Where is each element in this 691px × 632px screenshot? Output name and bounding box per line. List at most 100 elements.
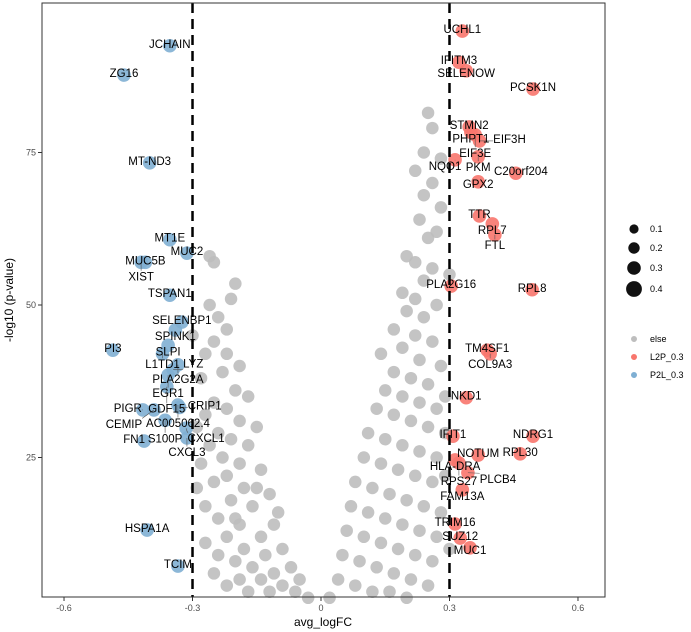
point-else (400, 591, 413, 605)
gene-label: STMN2 (450, 120, 489, 132)
point-else (289, 585, 302, 598)
point-else (224, 493, 238, 507)
point-else (430, 298, 443, 312)
gene-label: PI3 (104, 343, 121, 355)
point-else (199, 536, 212, 550)
color-legend-key (631, 354, 637, 360)
y-axis-label: -log10 (p-value) (2, 258, 16, 342)
gene-label: SELENOW (437, 68, 495, 80)
point-else (408, 548, 422, 562)
point-else (229, 554, 242, 568)
point-else (421, 579, 435, 592)
point-else (421, 378, 435, 391)
gene-label: GPX2 (463, 179, 494, 191)
point-MT-ND3 (142, 156, 157, 170)
gene-label: RPS27 (441, 476, 477, 488)
point-else (413, 213, 426, 226)
gene-label: SELENBP1 (152, 315, 211, 327)
point-else (374, 347, 388, 361)
point-else (241, 585, 255, 598)
gene-label: L1TD1 (145, 359, 180, 371)
point-else (408, 292, 422, 306)
point-else (421, 420, 435, 434)
gene-label: TSPAN1 (148, 288, 192, 300)
point-else (378, 384, 392, 397)
point-else (250, 420, 264, 434)
point-PCSK1N (526, 82, 540, 96)
point-else (233, 457, 246, 470)
gene-label: TCIM (164, 559, 192, 571)
point-else (263, 487, 276, 501)
point-else (211, 512, 225, 525)
point-else (211, 426, 225, 440)
point-SUZ12 (453, 531, 467, 545)
point-GPX2 (471, 174, 485, 189)
point-else (387, 323, 401, 336)
point-SELENOW (459, 63, 473, 78)
size-legend-label: 0.2 (650, 243, 663, 253)
point-else (383, 585, 396, 598)
y-tick-label: 50 (26, 300, 36, 310)
threshold-lines (191, 3, 451, 597)
point-else (207, 396, 221, 409)
point-else (194, 371, 208, 385)
label-leader-lines (140, 134, 496, 476)
point-else (396, 341, 409, 354)
point-else (246, 500, 259, 513)
x-axis-label: avg_logFC (294, 615, 352, 629)
point-else (404, 371, 418, 385)
point-else (207, 567, 221, 580)
point-else (254, 463, 268, 476)
point-else (349, 475, 362, 489)
point-else (224, 432, 238, 446)
gene-label: EGR1 (152, 388, 183, 400)
point-else (366, 481, 379, 495)
point-else (220, 402, 234, 415)
point-TSPAN1 (163, 288, 177, 303)
gene-label: FAM13A (440, 491, 484, 503)
point-else (254, 573, 268, 586)
point-else (203, 298, 216, 312)
gene-label: TM4SF1 (465, 343, 509, 355)
point-C20orf204 (509, 166, 523, 181)
x-tick-label: 0 (318, 603, 323, 613)
point-else (207, 256, 221, 269)
gene-label: RPL8 (518, 283, 547, 295)
gene-label: MUC5B (125, 255, 166, 267)
point-SPINK1 (168, 323, 183, 337)
gene-label: NQO1 (429, 161, 462, 173)
point-else (413, 445, 426, 458)
gene-label: HSPA1A (125, 523, 170, 535)
point-else (263, 585, 276, 598)
point-else (284, 561, 298, 574)
gene-label: PLCB4 (480, 474, 517, 486)
point-else (271, 506, 285, 519)
color-legend-key (631, 336, 637, 342)
point-else (387, 567, 401, 580)
point-else (421, 106, 435, 120)
point-else (370, 561, 383, 574)
point-JCHAIN (163, 38, 177, 53)
point-else (400, 493, 413, 507)
x-tick-label: 0.3 (443, 603, 456, 613)
point-FAM13A (455, 483, 470, 497)
point-else (229, 384, 242, 397)
gene-label: PLA2G2A (152, 374, 203, 386)
point-else (267, 518, 281, 531)
point-TTR (472, 209, 487, 223)
size-legend-key (629, 224, 639, 234)
gene-label: PHPT1 (452, 133, 489, 145)
point-else (207, 335, 221, 348)
point-else (408, 469, 422, 483)
point-else (344, 500, 358, 513)
gene-label: COL9A3 (468, 359, 512, 371)
panel-border (41, 2, 606, 598)
point-else (220, 530, 234, 544)
point-else (207, 475, 221, 489)
point-else (336, 548, 349, 562)
point-else (199, 408, 212, 422)
gene-label: MUC1 (454, 545, 487, 557)
point-else (233, 359, 246, 373)
point-else (426, 335, 439, 348)
